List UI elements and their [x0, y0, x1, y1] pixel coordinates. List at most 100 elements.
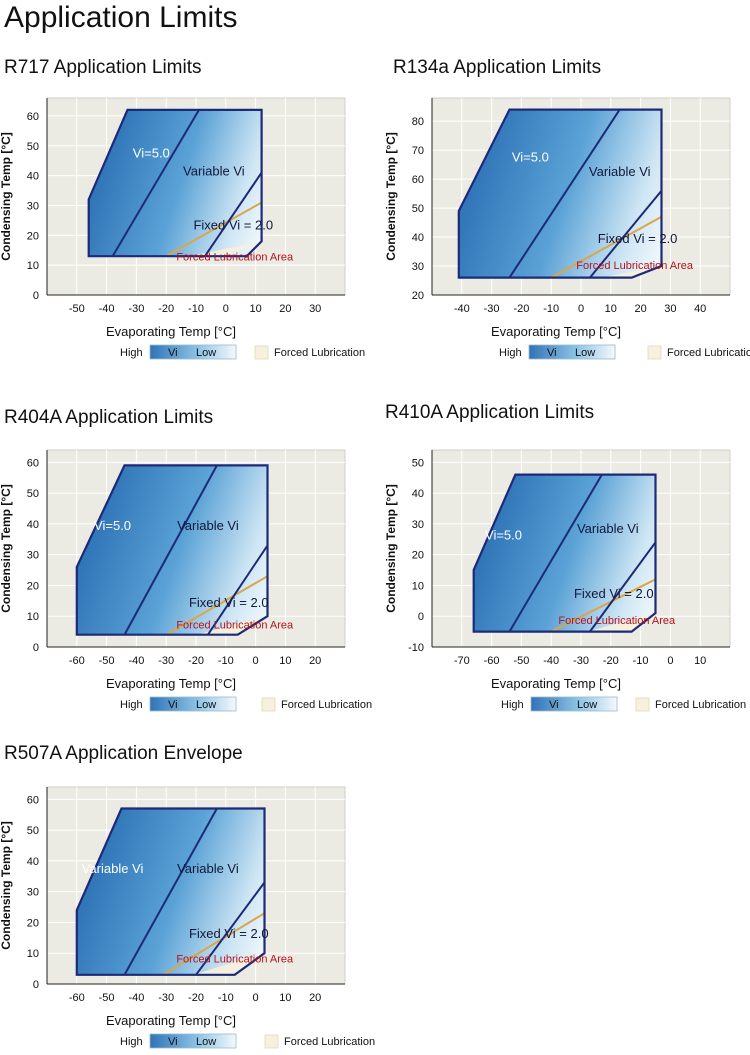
x-tick-label: -20: [603, 655, 619, 667]
x-tick-label: 0: [253, 992, 259, 1004]
x-tick-label: -50: [513, 655, 529, 667]
lubrication-line: [162, 912, 266, 976]
region-label: Forced Lubrication Area: [558, 615, 676, 627]
y-tick-label: 50: [27, 488, 39, 500]
legend-high-label: High: [120, 347, 143, 359]
y-tick-label: 40: [412, 488, 424, 500]
y-tick-label: 10: [412, 580, 424, 592]
y-tick-label: 10: [27, 611, 39, 623]
x-tick-label: 20: [309, 655, 321, 667]
y-axis-label: Condensing Temp [°C]: [0, 132, 13, 261]
region-label: Vi=5.0: [512, 150, 549, 165]
x-tick-label: -30: [484, 303, 500, 315]
region-label: Fixed Vi = 2.0: [598, 231, 678, 246]
envelope-fill: [88, 109, 262, 257]
legend-forced-swatch: [254, 345, 269, 360]
region-label: Variable Vi: [82, 861, 144, 876]
y-tick-label: 50: [27, 825, 39, 837]
x-tick-label: -60: [484, 655, 500, 667]
vi-boundary-high: [508, 109, 621, 279]
y-tick-label: 30: [27, 550, 39, 562]
vi-boundary-high: [123, 808, 218, 976]
y-tick-label: -10: [408, 642, 424, 654]
legend-high-label: High: [501, 699, 524, 711]
legend-forced-label: Forced Lubrication: [655, 699, 746, 711]
x-axis-label: Evaporating Temp [°C]: [106, 1013, 236, 1028]
vi-boundary-fixed: [207, 544, 269, 636]
y-tick-label: 50: [412, 203, 424, 215]
y-tick-label: 10: [27, 260, 39, 272]
region-label: Fixed Vi = 2.0: [189, 595, 269, 610]
x-tick-label: 30: [309, 303, 321, 315]
vi-boundary-fixed: [589, 190, 663, 279]
legend-low-label: Low: [575, 347, 595, 359]
region-label: Variable Vi: [183, 164, 245, 179]
x-tick-label: 0: [578, 303, 584, 315]
x-tick-label: -20: [188, 992, 204, 1004]
chart-title-r134a: R134a Application Limits: [393, 57, 602, 78]
y-tick-label: 0: [33, 290, 39, 302]
legend-vi-label: Vi: [168, 347, 178, 359]
forced-lubrication-area: [587, 613, 656, 632]
x-tick-label: -40: [99, 303, 115, 315]
y-tick-label: 60: [27, 111, 39, 123]
x-tick-label: -20: [158, 303, 174, 315]
legend-vi-label: Vi: [168, 1036, 178, 1048]
x-tick-label: -10: [218, 992, 234, 1004]
vi-boundary-fixed: [195, 881, 266, 976]
region-label: Forced Lubrication Area: [176, 620, 294, 632]
legend-forced-label: Forced Lubrication: [284, 1036, 375, 1048]
chart-title-r404a: R404A Application Limits: [4, 407, 214, 428]
y-axis-label: Condensing Temp [°C]: [0, 821, 13, 950]
x-tick-label: -60: [69, 992, 85, 1004]
legend-forced-swatch: [647, 345, 662, 360]
x-tick-label: 20: [634, 303, 646, 315]
chart-r410a: -70 -60 -50 -40 -30 -20 -10 0 10 -10 0 10 20 30 40 50 Ev…: [384, 449, 746, 712]
region-label: Variable Vi: [177, 518, 239, 533]
y-tick-label: 50: [412, 457, 424, 469]
legend-low-label: Low: [196, 699, 216, 711]
x-tick-label: -10: [633, 655, 649, 667]
y-tick-label: 20: [27, 580, 39, 592]
y-tick-label: 30: [27, 887, 39, 899]
legend-vi-gradient: [149, 344, 237, 360]
envelope-outline: [75, 464, 269, 636]
y-tick-label: 30: [27, 200, 39, 212]
x-tick-label: -10: [218, 655, 234, 667]
region-label: Fixed Vi = 2.0: [193, 217, 273, 232]
x-tick-label: -40: [128, 992, 144, 1004]
lubrication-line: [165, 201, 263, 258]
vi-boundary-high: [111, 109, 200, 257]
x-tick-label: 10: [279, 655, 291, 667]
page-title: Application Limits: [4, 1, 238, 34]
y-tick-label: 40: [27, 856, 39, 868]
envelope-fill: [473, 474, 656, 632]
region-label: Variable Vi: [589, 164, 651, 179]
legend-vi-gradient: [530, 696, 618, 712]
y-tick-label: 80: [412, 116, 424, 128]
legend-forced-swatch: [261, 697, 276, 712]
y-tick-label: 0: [418, 611, 424, 623]
legend-forced-label: Forced Lubrication: [274, 347, 365, 359]
chart-title-r410a: R410A Application Limits: [385, 402, 595, 423]
lubrication-line: [550, 578, 656, 633]
legend-high-label: High: [499, 347, 522, 359]
x-tick-label: 20: [279, 303, 291, 315]
y-tick-label: 50: [27, 141, 39, 153]
x-tick-label: -30: [158, 992, 174, 1004]
region-label: Forced Lubrication Area: [176, 953, 294, 965]
vi-boundary-fixed: [204, 172, 263, 257]
x-tick-label: 10: [605, 303, 617, 315]
x-axis-label: Evaporating Temp [°C]: [106, 676, 236, 691]
region-label: Vi=5.0: [133, 146, 170, 161]
x-tick-label: -60: [69, 655, 85, 667]
envelope-outline: [472, 473, 657, 633]
y-tick-label: 40: [27, 519, 39, 531]
y-tick-label: 20: [412, 550, 424, 562]
x-tick-label: 0: [223, 303, 229, 315]
x-tick-label: -30: [158, 655, 174, 667]
legend-vi-label: Vi: [547, 347, 557, 359]
legend-vi-gradient: [149, 1033, 237, 1049]
x-tick-label: 30: [664, 303, 676, 315]
legend-forced-swatch: [264, 1034, 279, 1049]
